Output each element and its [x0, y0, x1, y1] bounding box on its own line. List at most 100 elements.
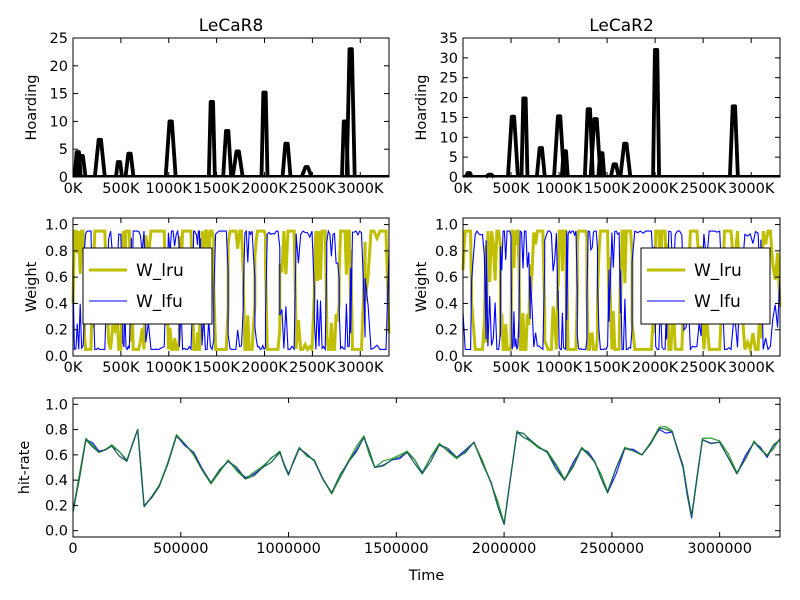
x-tick-label-6: 3000K [337, 360, 384, 376]
y-tick-label-5: 1.0 [45, 218, 68, 234]
series-line-w-lru [461, 229, 782, 356]
hoarding-spike-2 [506, 114, 520, 178]
legend-label-w-lru: W_lru [694, 261, 742, 281]
y-tick-label-1: 0.2 [45, 498, 68, 514]
y-tick-label-1: 0.2 [435, 323, 458, 339]
y-tick-label-0: 0 [449, 170, 458, 186]
hoarding-spike-8 [230, 149, 245, 178]
x-tick-label-0: 0K [454, 181, 473, 197]
y-tick-label-3: 0.6 [435, 270, 458, 286]
hoarding-spike-4 [123, 151, 136, 178]
y-tick-label-1: 5 [59, 142, 68, 158]
x-tick-label-3: 1500K [584, 181, 631, 197]
x-tick-label-6: 3000K [728, 181, 775, 197]
legend-label-w-lfu: W_lfu [136, 292, 183, 312]
x-tick-label-4: 2000K [632, 181, 679, 197]
hoarding-spike-1 [75, 153, 88, 178]
x-tick-label-4: 2000K [632, 360, 679, 376]
x-tick-label-2: 1000K [146, 360, 193, 376]
x-tick-label-6: 3000K [337, 181, 384, 197]
y-tick-label-2: 0.4 [435, 296, 458, 312]
x-tick-label-6: 3000K [728, 360, 775, 376]
chart-title: LeCaR8 [199, 16, 264, 36]
x-tick-label-4: 2000K [241, 181, 288, 197]
y-tick-label-4: 0.8 [45, 423, 68, 439]
y-tick-label-3: 15 [50, 87, 68, 103]
y-tick-label-0: 0 [59, 170, 68, 186]
x-tick-label-1: 500K [102, 360, 140, 376]
y-tick-label-5: 25 [440, 71, 458, 87]
x-tick-label-4: 2000K [241, 360, 288, 376]
hoarding-spike-9 [596, 151, 607, 178]
axes-frame [72, 217, 390, 357]
x-tick-label-5: 2500K [680, 181, 727, 197]
hoarding-spike-9 [259, 90, 270, 178]
hoarding-spike-11 [618, 141, 633, 178]
series-line-w-lru [71, 229, 391, 354]
hoarding-spike-6 [206, 100, 217, 178]
hoarding-spike-5 [163, 119, 178, 178]
axes-frame [72, 37, 390, 178]
hoarding-spike-2 [92, 137, 107, 178]
chart-title: LeCaR2 [589, 16, 654, 36]
y-tick-label-4: 20 [440, 91, 458, 107]
y-tick-label-2: 0.4 [45, 296, 68, 312]
y-tick-label-0: 0.0 [45, 524, 68, 540]
y-tick-label-6: 30 [440, 51, 458, 67]
legend-box [82, 247, 213, 325]
y-tick-label-4: 0.8 [45, 244, 68, 260]
y-tick-label-2: 10 [50, 114, 68, 130]
x-tick-label-3: 1500K [193, 360, 240, 376]
hoarding-spike-10 [280, 141, 293, 178]
y-tick-label-2: 0.4 [45, 473, 68, 489]
x-tick-label-6: 3000000 [687, 541, 752, 557]
y-tick-label-3: 15 [440, 110, 458, 126]
hoarding-spike-3 [519, 96, 530, 178]
y-axis-label: Weight [24, 261, 40, 312]
hoarding-spike-4 [534, 146, 547, 178]
y-tick-label-5: 1.0 [45, 397, 68, 413]
x-tick-label-4: 2000000 [472, 541, 537, 557]
y-tick-label-1: 0.2 [45, 323, 68, 339]
y-axis-label: Weight [414, 261, 430, 312]
legend-box [640, 247, 771, 325]
hoarding-spike-8 [588, 117, 603, 178]
x-tick-label-5: 2500000 [580, 541, 645, 557]
x-tick-label-1: 500K [102, 181, 140, 197]
x-tick-label-2: 1000K [536, 360, 583, 376]
x-tick-label-2: 1000000 [256, 541, 321, 557]
x-tick-label-3: 1500K [193, 181, 240, 197]
hoarding-spike-6 [559, 149, 570, 178]
x-tick-label-3: 1500K [584, 360, 631, 376]
y-tick-label-7: 35 [440, 31, 458, 47]
hoarding-spike-5 [552, 114, 566, 178]
x-tick-label-1: 500K [492, 360, 530, 376]
hoarding-spike-10 [608, 162, 621, 178]
hoarding-spike-7 [221, 128, 234, 178]
x-tick-label-0: 0 [68, 541, 77, 557]
x-tick-label-2: 1000K [146, 181, 193, 197]
x-tick-label-3: 1500000 [364, 541, 429, 557]
hoarding-spike-13 [727, 104, 740, 178]
x-axis-label: Time [408, 568, 445, 584]
y-tick-label-2: 10 [440, 130, 458, 146]
hit-rate-line-2 [72, 427, 781, 525]
x-tick-label-1: 500000 [153, 541, 208, 557]
hoarding-spike-3 [114, 160, 124, 178]
axes-frame [462, 217, 781, 357]
hoarding-spike-13 [344, 47, 357, 178]
x-tick-label-1: 500K [492, 181, 530, 197]
x-tick-label-2: 1000K [536, 181, 583, 197]
axes-frame [462, 37, 781, 178]
x-tick-label-0: 0K [64, 360, 83, 376]
legend-label-w-lru: W_lru [136, 261, 184, 281]
x-tick-label-5: 2500K [289, 181, 336, 197]
y-tick-label-5: 1.0 [435, 218, 458, 234]
y-tick-label-4: 20 [50, 59, 68, 75]
x-tick-label-0: 0K [454, 360, 473, 376]
y-tick-label-3: 0.6 [45, 448, 68, 464]
y-axis-label: Hoarding [24, 75, 40, 141]
y-tick-label-1: 5 [449, 150, 458, 166]
y-tick-label-0: 0.0 [435, 349, 458, 365]
